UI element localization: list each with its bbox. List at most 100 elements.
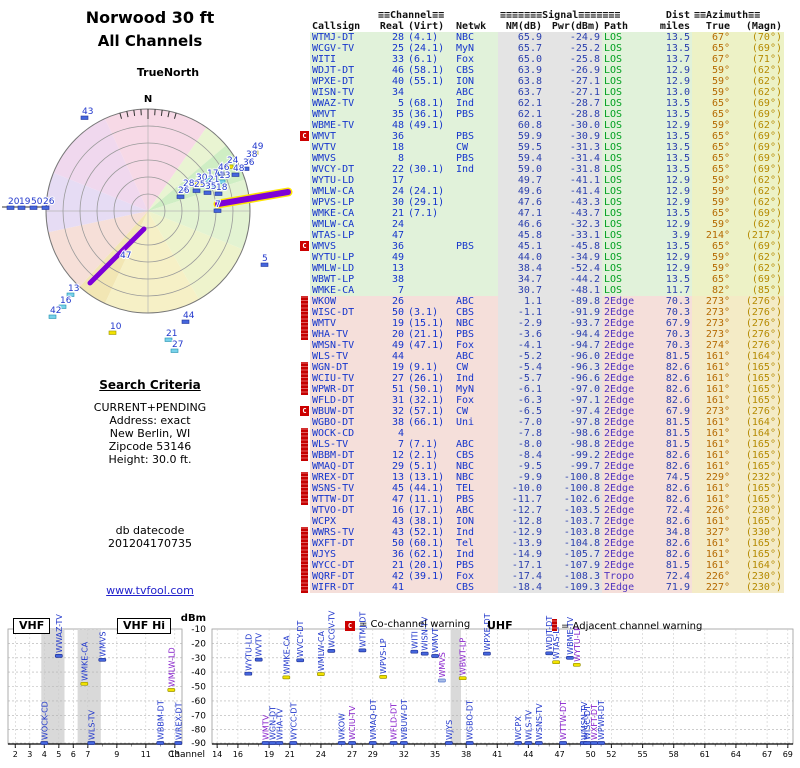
channel-tick-label: 50 [586,750,596,759]
channel-label: 48 [233,164,245,174]
channel-label: 20 [8,197,20,207]
cell-azimuth-true: 229° [692,472,732,483]
cell-callsign: WJYS [310,549,376,560]
station-row: WYTU-LD 17 49.7 -41.1 LOS 12.9 59° (62°) [300,175,784,186]
cell-network: NBC [454,472,498,483]
cell-path: 2Edge [602,527,650,538]
cell-pwr-dbm: -43.3 [544,197,602,208]
station-row: WCPX 43 (38.1) ION -12.8 -103.7 2Edge 82.6 161°(… [300,516,784,527]
cell-callsign: WSNS-TV [310,483,376,494]
cell-path: LOS [602,164,650,175]
cell-azimuth-true: 59° [692,120,732,131]
cell-nm-db: 65.7 [498,43,544,54]
cell-azimuth-true: 161° [692,417,732,428]
cell-network: PBS [454,109,498,120]
cell-path: 2Edge [602,362,650,373]
cell-dist-miles: 12.9 [650,263,692,274]
cell-pwr-dbm: -96.3 [544,362,602,373]
cell-nm-db: 38.4 [498,263,544,274]
cell-dist-miles: 82.6 [650,483,692,494]
cell-pwr-dbm: -96.0 [544,351,602,362]
cell-path: LOS [602,153,650,164]
adjacent-channel-warning-strip [301,538,308,549]
cell-path: 2Edge [602,395,650,406]
range-ring [113,176,183,246]
cell-virtual-channel [406,285,454,296]
adjacent-channel-warning-strip [301,571,308,582]
station-row: WTMJ-DT 28 (4.1) NBC 65.9 -24.9 LOS 13.5 67° (70°… [300,32,784,43]
cell-dist-miles: 81.5 [650,428,692,439]
cell-dist-miles: 12.9 [650,252,692,263]
cell-virtual-channel: (2.1) [406,450,454,461]
cell-azimuth-magn: (69°) [732,43,784,54]
cell-virtual-channel: (20.1) [406,560,454,571]
cell-azimuth-magn: (69°) [732,131,784,142]
cell-network: ION [454,516,498,527]
cell-callsign: WMKE-CA [310,285,376,296]
station-callsign-label: WLS-TV [87,710,96,740]
cell-nm-db: 45.1 [498,241,544,252]
cell-azimuth-true: 161° [692,494,732,505]
station-power-marker [174,741,183,745]
cell-nm-db: -9.9 [498,472,544,483]
warning-gutter [300,87,310,98]
north-tick [173,112,177,119]
station-row: WKOW 26 ABC 1.1 -89.8 2Edge 70.3 273° (276°) [300,296,784,307]
cell-real-channel: 42 [376,571,406,582]
cell-real-channel: 49 [376,252,406,263]
cell-pwr-dbm: -32.3 [544,219,602,230]
cell-network [454,230,498,241]
adjacent-channel-warning-strip [301,307,308,318]
cell-pwr-dbm: -107.9 [544,560,602,571]
adjacent-channel-legend-text: = Adjacent channel warning [561,621,703,632]
warning-gutter [300,197,310,208]
station-marker [29,205,38,210]
cell-pwr-dbm: -28.8 [544,109,602,120]
cell-network: CBS [454,450,498,461]
col-real: Real [379,21,404,32]
cell-pwr-dbm: -89.8 [544,296,602,307]
cell-azimuth-true: 161° [692,351,732,362]
cell-callsign: WCPX [310,516,376,527]
warning-gutter [300,164,310,175]
station-power-marker [545,651,554,656]
cell-path: LOS [602,76,650,87]
warning-gutter [300,450,310,461]
warning-gutter [300,65,310,76]
warning-gutter [300,175,310,186]
station-callsign-label: WMSN-TV [580,701,589,740]
station-power-marker [379,675,388,679]
warning-gutter [300,549,310,560]
cell-network [454,263,498,274]
cell-path: 2Edge [602,329,650,340]
cell-pwr-dbm: -104.8 [544,538,602,549]
cell-path: LOS [602,208,650,219]
co-channel-legend: C = Co-channel warning [345,619,470,631]
cell-real-channel: 28 [376,32,406,43]
cell-azimuth-true: 161° [692,362,732,373]
cell-virtual-channel: (9.1) [406,362,454,373]
station-power-marker [80,681,89,686]
station-marker [17,205,26,210]
channel-label: 24 [227,156,239,166]
cell-path: 2Edge [602,318,650,329]
adjacent-channel-warning-icon [552,619,557,631]
cell-nm-db: 60.8 [498,120,544,131]
report-title: Norwood 30 ft [85,8,215,27]
cell-pwr-dbm: -27.1 [544,87,602,98]
channel-tick-label: 38 [461,750,471,759]
cell-path: 2Edge [602,483,650,494]
cell-real-channel: 38 [376,417,406,428]
cell-nm-db: 65.0 [498,54,544,65]
cell-path: 2Edge [602,428,650,439]
tvfool-link[interactable]: www.tvfool.com [106,584,194,597]
spectrum-chart: 2 3 4 5 6 7 9 11 13 WOCK-CD WWAZ-TV WMKE-CA WLS-TV WM… [7,610,794,760]
north-tick [133,109,136,117]
cell-pwr-dbm: -99.2 [544,450,602,461]
cell-nm-db: 1.1 [498,296,544,307]
cell-azimuth-magn: (230°) [732,582,784,593]
cell-dist-miles: 81.5 [650,417,692,428]
cell-dist-miles: 13.5 [650,274,692,285]
criteria-line: Zipcode 53146 [108,440,192,453]
station-marker [241,166,250,171]
